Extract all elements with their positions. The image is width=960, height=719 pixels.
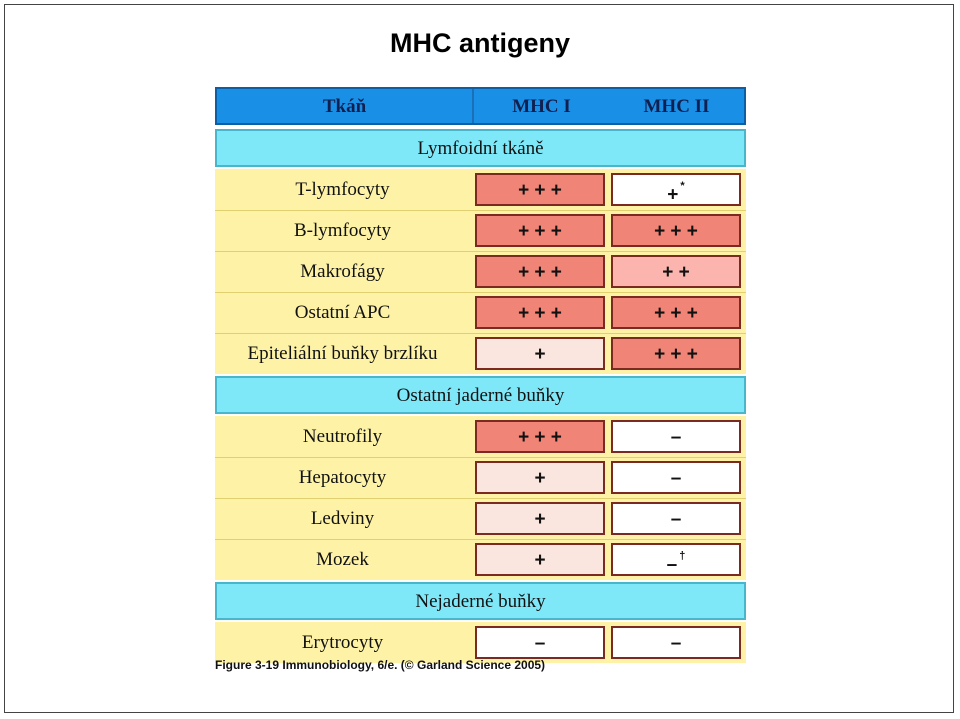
table-row: Epiteliální buňky brzlíku + + + + bbox=[215, 333, 746, 374]
mhc2-value-cell: – bbox=[611, 420, 741, 453]
header-mhc1: MHC I bbox=[512, 96, 571, 117]
row-label: Makrofágy bbox=[300, 261, 385, 282]
row-divider bbox=[215, 333, 746, 334]
mhc2-value-cell: + + bbox=[611, 255, 741, 288]
table-row: Mozek + – † bbox=[215, 539, 746, 580]
mhc2-value: + bbox=[667, 184, 679, 206]
mhc2-value: – bbox=[666, 554, 678, 576]
mhc1-value: + + + bbox=[518, 180, 562, 201]
row-divider bbox=[215, 498, 746, 499]
mhc1-value: + + + bbox=[518, 427, 562, 448]
section-header: Ostatní jaderné buňky bbox=[215, 376, 746, 414]
header-mhc2: MHC II bbox=[643, 96, 710, 117]
footnote-mark: * bbox=[680, 180, 685, 192]
page-title: MHC antigeny bbox=[389, 28, 570, 58]
mhc2-value-cell: – bbox=[611, 502, 741, 535]
mhc2-value: + + + bbox=[654, 303, 698, 324]
mhc-table: Tkáň MHC I MHC II Lymfoidní tkáně T-lymfo… bbox=[215, 87, 746, 663]
mhc1-value: + + + bbox=[518, 262, 562, 283]
mhc1-value: + bbox=[534, 468, 546, 489]
mhc1-value-cell: + bbox=[475, 337, 605, 370]
header-divider bbox=[472, 89, 474, 123]
mhc2-value-cell: + + + bbox=[611, 214, 741, 247]
table-row: Ostatní APC + + + + + + bbox=[215, 292, 746, 333]
footnote-mark: † bbox=[679, 550, 686, 562]
mhc1-value-cell: + + + bbox=[475, 214, 605, 247]
mhc1-value: + bbox=[534, 509, 546, 530]
section-rows: Erytrocyty – – bbox=[215, 622, 746, 663]
row-label: Ostatní APC bbox=[294, 302, 391, 323]
row-divider bbox=[215, 539, 746, 540]
row-label: T-lymfocyty bbox=[295, 179, 390, 200]
mhc1-value: + bbox=[534, 550, 546, 571]
mhc1-value: + + + bbox=[518, 221, 562, 242]
row-label: B-lymfocyty bbox=[293, 220, 392, 241]
figure-caption: Figure 3-19 Immunobiology, 6/e. (© Garla… bbox=[215, 658, 546, 672]
mhc1-value-cell: + bbox=[475, 502, 605, 535]
table-row: T-lymfocyty + + + + * bbox=[215, 169, 746, 210]
mhc2-value-cell: + + + bbox=[611, 296, 741, 329]
mhc2-value: – bbox=[670, 427, 682, 448]
section-header: Nejaderné buňky bbox=[215, 582, 746, 620]
table-row: Makrofágy + + + + + bbox=[215, 251, 746, 292]
mhc2-value-cell: – bbox=[611, 626, 741, 659]
mhc2-value: + + + bbox=[654, 221, 698, 242]
row-divider bbox=[215, 251, 746, 252]
mhc2-value-cell: + + + bbox=[611, 337, 741, 370]
row-label: Epiteliální buňky brzlíku bbox=[247, 343, 438, 364]
mhc1-value-cell: + bbox=[475, 461, 605, 494]
row-label: Hepatocyty bbox=[298, 467, 387, 488]
mhc1-value-cell: + + + bbox=[475, 255, 605, 288]
row-label: Mozek bbox=[316, 549, 369, 570]
mhc2-value: – bbox=[670, 633, 682, 654]
section-rows: T-lymfocyty + + + + * B-lymfocyty + + + + + + M… bbox=[215, 169, 746, 374]
mhc1-value: + + + bbox=[518, 303, 562, 324]
row-divider bbox=[215, 457, 746, 458]
table-row: Ledviny + – bbox=[215, 498, 746, 539]
figure-frame bbox=[4, 4, 954, 713]
row-divider bbox=[215, 292, 746, 293]
row-label: Ledviny bbox=[310, 508, 375, 529]
section-rows: Neutrofily + + + – Hepatocyty + – Ledviny + – Moz… bbox=[215, 416, 746, 580]
mhc2-value-cell: + * bbox=[611, 173, 741, 206]
mhc1-value-cell: + + + bbox=[475, 296, 605, 329]
mhc1-value-cell: + bbox=[475, 543, 605, 576]
mhc2-value-cell: – bbox=[611, 461, 741, 494]
table-row: B-lymfocyty + + + + + + bbox=[215, 210, 746, 251]
mhc1-value-cell: + + + bbox=[475, 420, 605, 453]
mhc2-value-cell: – † bbox=[611, 543, 741, 576]
section-header: Lymfoidní tkáně bbox=[215, 129, 746, 167]
table-row: Erytrocyty – – bbox=[215, 622, 746, 663]
mhc2-value: + + + bbox=[654, 344, 698, 365]
mhc1-value: + bbox=[534, 344, 546, 365]
row-label: Neutrofily bbox=[302, 426, 383, 447]
table-row: Neutrofily + + + – bbox=[215, 416, 746, 457]
mhc1-value-cell: + + + bbox=[475, 173, 605, 206]
mhc1-value-cell: – bbox=[475, 626, 605, 659]
mhc2-value: + + bbox=[662, 262, 690, 283]
mhc2-value: – bbox=[670, 468, 682, 489]
mhc2-value: – bbox=[670, 509, 682, 530]
header-tissue: Tkáň bbox=[322, 96, 367, 117]
row-divider bbox=[215, 210, 746, 211]
table-header: Tkáň MHC I MHC II bbox=[215, 87, 746, 125]
table-row: Hepatocyty + – bbox=[215, 457, 746, 498]
row-label: Erytrocyty bbox=[301, 632, 384, 653]
mhc1-value: – bbox=[534, 633, 546, 654]
